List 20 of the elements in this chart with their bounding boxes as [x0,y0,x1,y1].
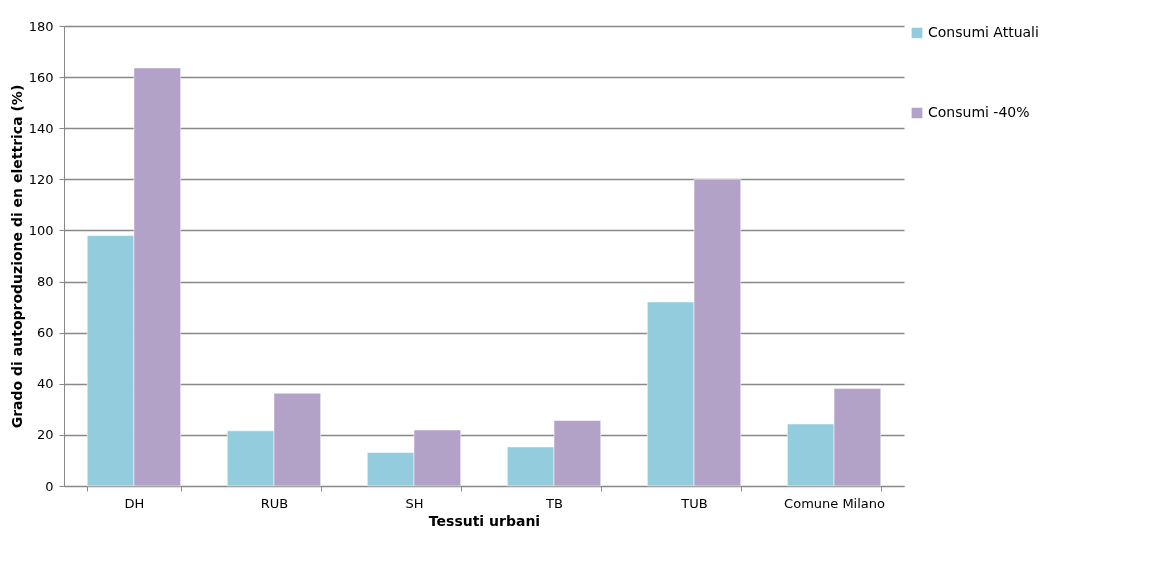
legend-label: Consumi Attuali [928,24,1039,40]
x-tick-label: SH [405,495,424,511]
x-tick-label: TB [545,495,563,511]
y-tick-label: 20 [36,427,54,443]
legend-label: Consumi -40% [928,104,1030,120]
x-axis-title: Tessuti urbani [428,512,541,529]
x-tick-label: Comune Milano [784,495,886,511]
y-tick-label: 120 [28,171,54,187]
y-tick-label: 160 [28,69,54,85]
y-tick-label: 40 [36,376,54,392]
y-tick-label: 0 [45,478,54,494]
y-tick-label: 180 [28,18,54,34]
y-tick-label: 60 [36,325,54,341]
y-axis-title: Grado di autoproduzione di en elettrica (%) [8,84,25,429]
y-tick-label: 80 [36,274,54,290]
y-tick-label: 140 [28,120,54,136]
x-tick-label: TUB [680,495,708,511]
x-tick-label: RUB [260,495,289,511]
x-tick-label: DH [124,495,145,511]
y-tick-label: 100 [28,222,54,238]
